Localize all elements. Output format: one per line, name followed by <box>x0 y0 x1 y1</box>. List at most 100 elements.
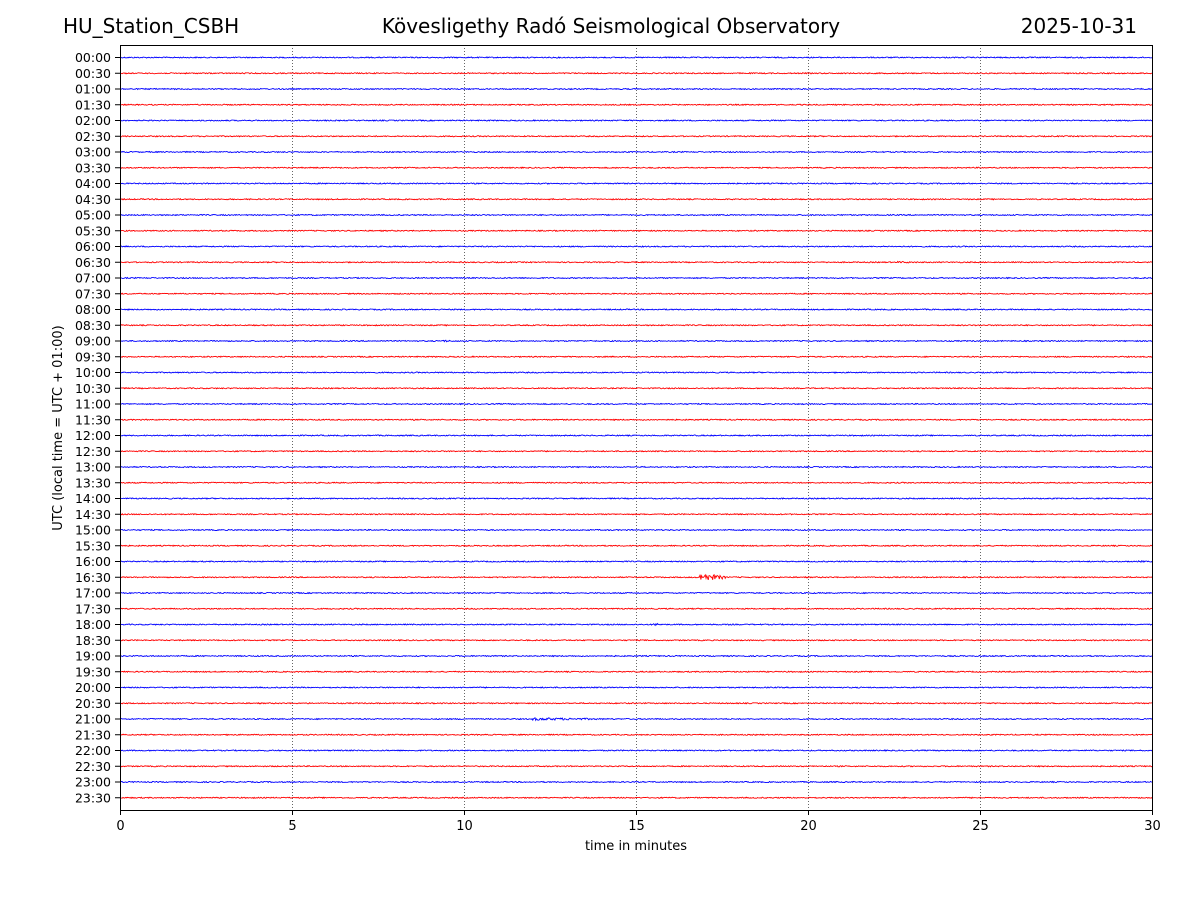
y-tick-label: 09:00 <box>75 334 111 349</box>
trace-line <box>119 607 1153 611</box>
y-tick-label: 23:00 <box>75 775 111 790</box>
trace-line <box>119 749 1153 752</box>
y-tick-label: 13:00 <box>75 460 111 475</box>
trace-line <box>119 780 1153 784</box>
y-tick-label: 22:00 <box>75 743 111 758</box>
observatory-title: Kövesligethy Radó Seismological Observat… <box>381 14 841 38</box>
y-tick-label: 15:30 <box>75 538 111 553</box>
x-tick-label: 10 <box>456 819 473 834</box>
y-tick-label: 02:00 <box>75 113 111 128</box>
y-tick-label: 04:00 <box>75 176 111 191</box>
station-name: HU_Station_CSBH <box>63 14 240 38</box>
y-tick-label: 10:00 <box>75 365 111 380</box>
x-tick-label: 30 <box>1144 819 1161 834</box>
y-tick-label: 21:00 <box>75 712 111 727</box>
y-tick-label: 23:30 <box>75 790 111 805</box>
y-tick-label: 15:00 <box>75 523 111 538</box>
y-tick-label: 17:30 <box>75 601 111 616</box>
y-tick-label: 07:00 <box>75 271 111 286</box>
trace-line <box>119 119 1153 122</box>
trace-line <box>119 733 1153 737</box>
trace-line <box>119 371 1153 374</box>
trace-line <box>119 103 1153 107</box>
y-tick-label: 20:00 <box>75 680 111 695</box>
trace-line <box>119 166 1153 170</box>
x-tick-label: 5 <box>288 819 296 834</box>
y-tick-label: 11:30 <box>75 412 111 427</box>
y-tick-layer: 00:0000:3001:0001:3002:0002:3003:0003:30… <box>75 50 120 805</box>
trace-line <box>119 481 1153 485</box>
y-tick-label: 12:00 <box>75 428 111 443</box>
trace-line <box>119 213 1153 217</box>
y-tick-label: 02:30 <box>75 129 111 144</box>
y-tick-label: 05:00 <box>75 208 111 223</box>
trace-line <box>119 686 1153 689</box>
trace-line <box>119 308 1153 311</box>
y-tick-label: 22:30 <box>75 759 111 774</box>
x-tick-layer: 0 5 10 15 20 25 30 <box>116 810 1161 834</box>
trace-line <box>119 71 1153 75</box>
x-tick-label: 15 <box>628 819 645 834</box>
trace-line <box>119 591 1153 595</box>
y-tick-label: 13:30 <box>75 475 111 490</box>
trace-line <box>119 418 1153 422</box>
trace-line <box>119 134 1153 138</box>
y-tick-label: 00:30 <box>75 66 111 81</box>
trace-line <box>119 654 1153 658</box>
y-tick-label: 01:30 <box>75 97 111 112</box>
y-tick-label: 16:00 <box>75 554 111 569</box>
y-tick-label: 18:30 <box>75 633 111 648</box>
trace-line <box>119 292 1153 296</box>
grid-layer <box>292 45 981 810</box>
trace-line <box>119 764 1153 768</box>
y-tick-label: 16:30 <box>75 570 111 585</box>
trace-line <box>119 450 1153 453</box>
trace-layer <box>119 56 1153 800</box>
trace-line <box>119 402 1153 406</box>
trace-line <box>119 386 1153 390</box>
y-tick-label: 17:00 <box>75 586 111 601</box>
y-tick-label: 07:30 <box>75 286 111 301</box>
trace-line <box>119 355 1153 359</box>
y-tick-label: 11:00 <box>75 397 111 412</box>
trace-line <box>119 434 1153 437</box>
y-tick-label: 01:00 <box>75 82 111 97</box>
trace-line <box>119 559 1153 564</box>
trace-line <box>119 622 1153 627</box>
y-tick-label: 05:30 <box>75 223 111 238</box>
x-tick-label: 20 <box>800 819 817 834</box>
record-date: 2025-10-31 <box>1020 14 1137 38</box>
trace-line <box>119 528 1153 532</box>
x-tick-label: 0 <box>116 819 124 834</box>
y-tick-label: 09:30 <box>75 349 111 364</box>
trace-line <box>119 197 1153 201</box>
trace-line <box>119 544 1153 548</box>
x-axis-label: time in minutes <box>585 839 687 854</box>
trace-line <box>119 717 1153 722</box>
y-tick-label: 14:30 <box>75 507 111 522</box>
y-tick-label: 06:30 <box>75 255 111 270</box>
trace-line <box>119 512 1153 516</box>
y-tick-label: 08:30 <box>75 318 111 333</box>
y-tick-label: 04:30 <box>75 192 111 207</box>
trace-line <box>119 323 1153 327</box>
trace-line <box>119 182 1153 185</box>
y-axis-label: UTC (local time = UTC + 01:00) <box>51 325 66 530</box>
trace-line <box>119 229 1153 233</box>
trace-line <box>119 701 1153 705</box>
trace-line <box>119 796 1153 800</box>
y-tick-label: 06:00 <box>75 239 111 254</box>
y-tick-label: 19:00 <box>75 649 111 664</box>
plot-frame <box>120 45 1153 811</box>
trace-line <box>119 339 1153 343</box>
trace-line <box>119 56 1152 59</box>
y-tick-label: 20:30 <box>75 696 111 711</box>
y-tick-label: 18:00 <box>75 617 111 632</box>
trace-line <box>119 260 1153 264</box>
trace-line <box>119 276 1153 280</box>
trace-line <box>120 573 1153 581</box>
x-tick-label: 25 <box>972 819 989 834</box>
trace-line <box>119 638 1153 642</box>
trace-line <box>119 245 1153 248</box>
